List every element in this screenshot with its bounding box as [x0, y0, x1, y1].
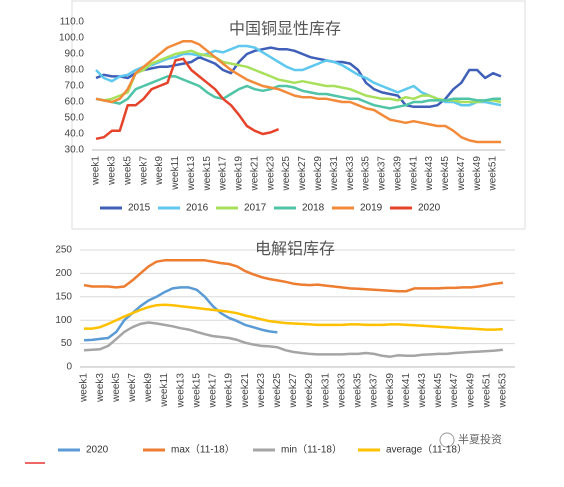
- legend-label: 2019: [360, 203, 383, 214]
- x-tick-label: week37: [369, 373, 380, 409]
- legend-label: 2020: [86, 445, 109, 456]
- y-tick-label: 40.0: [65, 129, 85, 140]
- x-tick-label: week3: [95, 373, 106, 403]
- watermark: 半夏投资: [458, 432, 502, 446]
- x-tick-label: week43: [424, 156, 435, 192]
- x-tick-label: week31: [329, 156, 340, 192]
- x-tick-label: week23: [256, 373, 267, 409]
- x-tick-label: week47: [456, 156, 467, 192]
- x-tick-label: week13: [175, 373, 186, 409]
- series-line: [83, 321, 504, 358]
- x-tick-label: week7: [138, 156, 149, 186]
- y-tick-label: 60.0: [65, 97, 85, 108]
- chart-title: 中国铜显性库存: [229, 20, 341, 38]
- x-tick-label: week11: [159, 373, 170, 408]
- legend-label: 2017: [244, 203, 267, 214]
- x-tick-label: week45: [440, 156, 451, 192]
- y-tick-label: 80.0: [65, 65, 85, 76]
- x-tick-label: week5: [111, 373, 122, 403]
- legend-label: 2020: [418, 203, 441, 214]
- x-tick-label: week23: [265, 156, 276, 192]
- x-tick-label: week39: [392, 156, 403, 192]
- x-tick-label: week7: [127, 373, 138, 403]
- series-line: [95, 39, 501, 144]
- chart-frame: [71, 0, 526, 230]
- legend-label: 2016: [186, 203, 209, 214]
- x-tick-label: week25: [272, 373, 283, 409]
- x-tick-label: week19: [224, 373, 235, 409]
- x-tick-label: week15: [202, 156, 213, 192]
- series-line: [95, 46, 502, 109]
- x-tick-label: week43: [417, 373, 428, 409]
- y-tick-label: 30.0: [65, 145, 85, 156]
- decoration: [25, 462, 45, 464]
- x-tick-label: week37: [377, 156, 388, 192]
- series-line: [83, 259, 504, 293]
- x-tick-label: week49: [465, 373, 476, 409]
- x-tick-label: week27: [288, 373, 299, 409]
- x-tick-label: week5: [122, 156, 133, 186]
- x-tick-label: week51: [481, 373, 492, 409]
- x-tick-label: week35: [353, 373, 364, 409]
- series-line: [83, 286, 278, 342]
- x-tick-label: week9: [154, 156, 165, 186]
- legend-label: 2018: [302, 203, 325, 214]
- x-tick-label: week31: [320, 373, 331, 409]
- x-tick-label: week21: [249, 156, 260, 192]
- y-tick-label: 250: [55, 245, 72, 256]
- x-tick-label: week29: [313, 156, 324, 192]
- y-tick-label: 50: [61, 338, 73, 349]
- y-tick-label: 150: [55, 291, 72, 302]
- x-tick-label: week39: [385, 373, 396, 409]
- y-tick-label: 50.0: [65, 113, 85, 124]
- x-tick-label: week53: [498, 373, 509, 409]
- y-tick-label: 100: [55, 315, 72, 326]
- x-tick-label: week1: [91, 156, 102, 186]
- x-tick-label: week17: [218, 156, 229, 192]
- chart-title: 电解铝库存: [255, 240, 335, 258]
- y-tick-label: 0: [66, 362, 72, 373]
- x-tick-label: week41: [401, 373, 412, 409]
- series-line: [95, 57, 280, 141]
- legend-label: average（11-18）: [386, 444, 467, 456]
- y-tick-label: 90.0: [65, 49, 85, 60]
- x-tick-label: week33: [345, 156, 356, 192]
- x-tick-label: week41: [408, 156, 419, 192]
- y-tick-label: 110.0: [60, 17, 85, 28]
- y-tick-label: 70.0: [65, 81, 85, 92]
- x-tick-label: week9: [143, 373, 154, 403]
- legend-label: max（11-18）: [171, 444, 235, 456]
- x-tick-label: week17: [208, 373, 219, 409]
- x-tick-label: week19: [234, 156, 245, 192]
- y-tick-label: 100.0: [59, 33, 84, 44]
- x-tick-label: week47: [449, 373, 460, 409]
- x-tick-label: week1: [79, 373, 90, 403]
- series-line: [84, 303, 503, 331]
- series-line: [95, 75, 501, 110]
- x-tick-label: week11: [170, 156, 181, 191]
- watermark-icon: [439, 432, 455, 448]
- series-line: [95, 49, 502, 104]
- x-tick-label: week35: [361, 156, 372, 192]
- x-tick-label: week51: [488, 156, 499, 192]
- x-tick-label: week33: [336, 373, 347, 409]
- y-tick-label: 200: [55, 268, 72, 279]
- x-tick-label: week29: [304, 373, 315, 409]
- x-tick-label: week21: [240, 373, 251, 409]
- x-tick-label: week25: [281, 156, 292, 192]
- x-tick-label: week45: [433, 373, 444, 409]
- x-tick-label: week49: [472, 156, 483, 192]
- legend-label: min（11-18）: [281, 444, 342, 456]
- legend-label: 2015: [128, 203, 151, 214]
- x-tick-label: week13: [186, 156, 197, 192]
- x-tick-label: week27: [297, 156, 308, 192]
- x-tick-label: week15: [191, 373, 202, 409]
- x-tick-label: week3: [106, 156, 117, 186]
